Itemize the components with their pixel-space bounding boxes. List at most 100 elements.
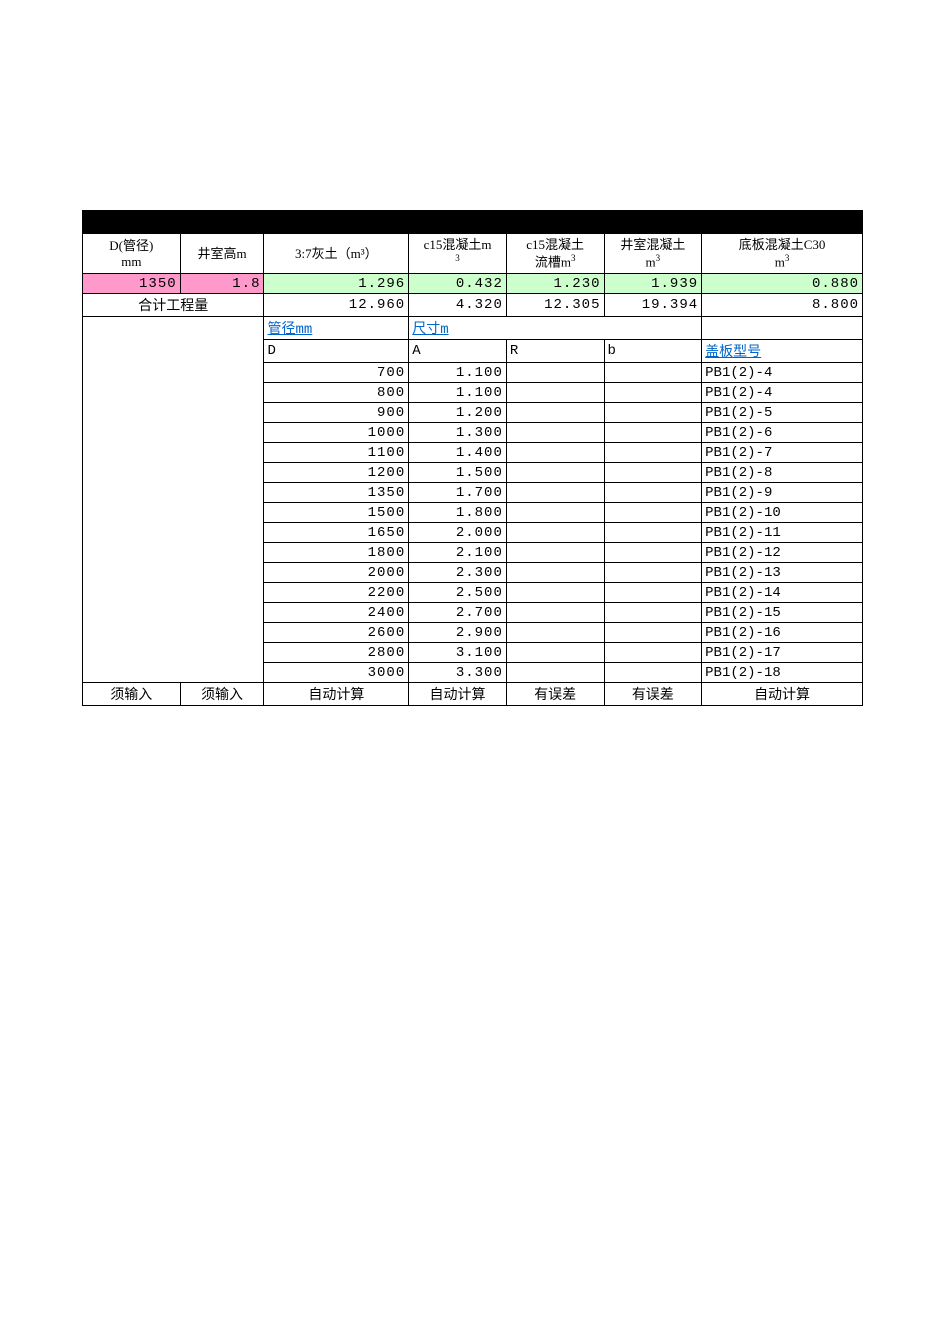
lookup-D: 1350 — [264, 483, 409, 503]
hdr-c4: c15混凝土m3 — [409, 234, 507, 274]
lookup-row: 7001.100PB1(2)-4 — [83, 363, 863, 383]
lookup-row: 18002.100 PB1(2)-12 — [83, 543, 863, 563]
lookup-A: 1.500 — [409, 463, 507, 483]
blank — [83, 423, 181, 443]
lookup-row: 22002.500PB1(2)-14 — [83, 583, 863, 603]
blank-c7 — [702, 317, 863, 340]
lookup-b — [604, 563, 702, 583]
subhdr-size: 尺寸m — [409, 317, 507, 340]
input-height[interactable]: 1.8 — [180, 274, 264, 294]
total-c4: 4.320 — [409, 294, 507, 317]
foot-c4: 自动计算 — [409, 683, 507, 706]
lookup-row: 16502.000PB1(2)-11 — [83, 523, 863, 543]
lookup-R — [506, 483, 604, 503]
lookup-A: 1.100 — [409, 363, 507, 383]
sub2-model: 盖板型号 — [702, 340, 863, 363]
lookup-row: 8001.100PB1(2)-4 — [83, 383, 863, 403]
lookup-D: 1500 — [264, 503, 409, 523]
lookup-b — [604, 603, 702, 623]
lookup-model: PB1(2)-16 — [702, 623, 863, 643]
blank — [83, 543, 181, 563]
total-row: 合计工程量 12.960 4.320 12.305 19.394 8.800 — [83, 294, 863, 317]
blank — [180, 483, 264, 503]
blank — [180, 363, 264, 383]
lookup-A: 2.100 — [409, 543, 507, 563]
lookup-R — [506, 423, 604, 443]
blank-c1 — [83, 317, 181, 340]
black-top-bar — [82, 210, 863, 233]
lookup-A: 3.300 — [409, 663, 507, 683]
blank — [180, 543, 264, 563]
subheader-1: 管径mm 尺寸m — [83, 317, 863, 340]
lookup-A: 1.100 — [409, 383, 507, 403]
lookup-R — [506, 543, 604, 563]
blank — [180, 563, 264, 583]
blank — [83, 483, 181, 503]
lookup-R — [506, 503, 604, 523]
hdr-c7: 底板混凝土C30m3 — [702, 234, 863, 274]
input-D[interactable]: 1350 — [83, 274, 181, 294]
blank — [83, 523, 181, 543]
footer-row: 须输入 须输入 自动计算 自动计算 有误差 有误差 自动计算 — [83, 683, 863, 706]
blank — [180, 583, 264, 603]
hdr-c1: D(管径)mm — [83, 234, 181, 274]
blank — [83, 443, 181, 463]
lookup-model: PB1(2)-8 — [702, 463, 863, 483]
blank — [83, 623, 181, 643]
lookup-model: PB1(2)-12 — [702, 543, 863, 563]
foot-c3: 自动计算 — [264, 683, 409, 706]
foot-c5: 有误差 — [506, 683, 604, 706]
total-c6: 19.394 — [604, 294, 702, 317]
total-c3: 12.960 — [264, 294, 409, 317]
lookup-R — [506, 403, 604, 423]
lookup-b — [604, 443, 702, 463]
lookup-b — [604, 483, 702, 503]
blank — [180, 603, 264, 623]
blank — [83, 603, 181, 623]
page-frame: D(管径)mm 井室高m 3:7灰土（m³） c15混凝土m3 c15混凝土流槽… — [82, 210, 863, 706]
lookup-row: 20002.300PB1(2)-13 — [83, 563, 863, 583]
lookup-D: 1000 — [264, 423, 409, 443]
sub2-b: b — [604, 340, 702, 363]
blank — [180, 443, 264, 463]
lookup-D: 1800 — [264, 543, 409, 563]
header-row: D(管径)mm 井室高m 3:7灰土（m³） c15混凝土m3 c15混凝土流槽… — [83, 234, 863, 274]
lookup-b — [604, 383, 702, 403]
lookup-b — [604, 583, 702, 603]
blank-c1b — [83, 340, 181, 363]
lookup-body: 7001.100PB1(2)-48001.100PB1(2)-49001.200… — [83, 363, 863, 683]
calc-c7: 0.880 — [702, 274, 863, 294]
lookup-row: 15001.800PB1(2)-10 — [83, 503, 863, 523]
blank — [180, 403, 264, 423]
lookup-R — [506, 383, 604, 403]
hdr-c3: 3:7灰土（m³） — [264, 234, 409, 274]
sub2-D: D — [264, 340, 409, 363]
lookup-model: PB1(2)-15 — [702, 603, 863, 623]
lookup-A: 3.100 — [409, 643, 507, 663]
blank — [83, 643, 181, 663]
calc-c4: 0.432 — [409, 274, 507, 294]
calc-c3: 1.296 — [264, 274, 409, 294]
blank — [83, 663, 181, 683]
total-label: 合计工程量 — [83, 294, 264, 317]
total-c5: 12.305 — [506, 294, 604, 317]
lookup-A: 2.700 — [409, 603, 507, 623]
blank-c2 — [180, 317, 264, 340]
lookup-b — [604, 423, 702, 443]
lookup-model: PB1(2)-18 — [702, 663, 863, 683]
lookup-row: 26002.900PB1(2)-16 — [83, 623, 863, 643]
blank — [180, 643, 264, 663]
blank — [180, 663, 264, 683]
lookup-b — [604, 403, 702, 423]
lookup-row: 24002.700PB1(2)-15 — [83, 603, 863, 623]
blank — [180, 523, 264, 543]
lookup-model: PB1(2)-5 — [702, 403, 863, 423]
lookup-b — [604, 623, 702, 643]
blank — [83, 363, 181, 383]
lookup-R — [506, 563, 604, 583]
lookup-b — [604, 663, 702, 683]
lookup-R — [506, 603, 604, 623]
blank — [180, 503, 264, 523]
lookup-D: 1100 — [264, 443, 409, 463]
lookup-D: 3000 — [264, 663, 409, 683]
